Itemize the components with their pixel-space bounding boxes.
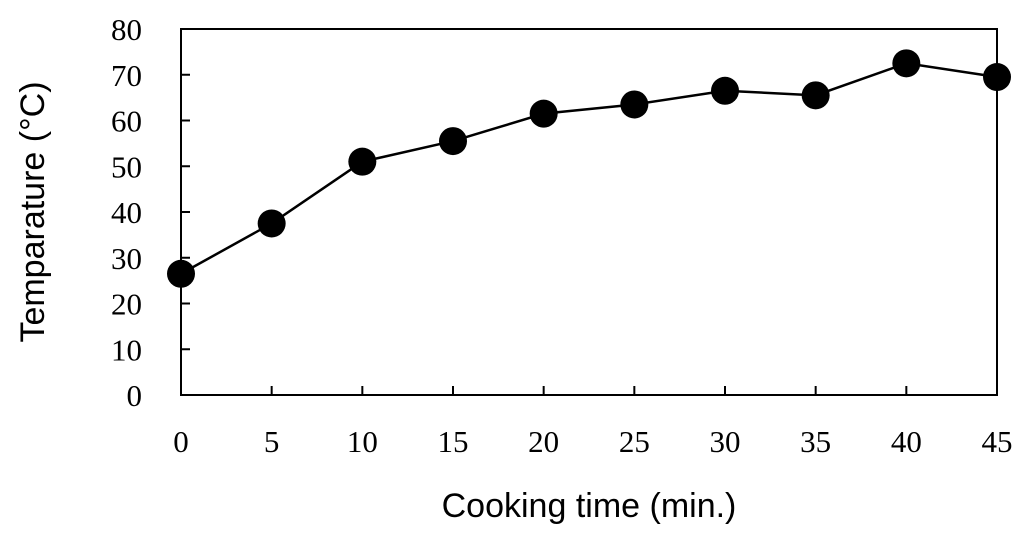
- x-tick-label: 0: [173, 424, 189, 459]
- data-point: [439, 127, 467, 156]
- y-tick-label: 50: [111, 149, 142, 184]
- y-tick-label: 80: [111, 12, 142, 47]
- x-tick-label: 5: [264, 424, 280, 459]
- series-layer: [167, 49, 1011, 288]
- x-axis-ticks: 0 5 10 15 20 25 30 35 40 45: [173, 386, 1013, 459]
- y-tick-label: 20: [111, 287, 142, 322]
- y-tick-label: 70: [111, 58, 142, 93]
- data-point: [620, 90, 649, 119]
- data-point: [801, 81, 830, 110]
- data-point: [892, 49, 921, 78]
- y-axis-ticks: 0 10 20 30 40 50 60 70 80: [111, 12, 190, 413]
- series-line: [180, 62, 998, 275]
- x-tick-label: 40: [891, 424, 922, 459]
- data-point: [257, 209, 286, 238]
- data-point: [711, 76, 739, 105]
- y-axis-title: Temparature (°C): [14, 81, 52, 342]
- data-point: [983, 63, 1011, 92]
- x-tick-label: 25: [619, 424, 650, 459]
- y-tick-label: 0: [127, 378, 143, 413]
- y-tick-label: 10: [111, 332, 142, 367]
- x-axis-title: Cooking time (min.): [442, 487, 737, 525]
- x-tick-label: 20: [528, 424, 559, 459]
- y-tick-label: 60: [111, 104, 142, 139]
- data-point: [348, 147, 377, 176]
- x-tick-label: 45: [982, 424, 1013, 459]
- plot-area-frame: [180, 28, 998, 396]
- y-tick-label: 30: [111, 241, 142, 276]
- x-tick-label: 10: [347, 424, 378, 459]
- x-tick-label: 35: [800, 424, 831, 459]
- y-tick-label: 40: [111, 195, 142, 230]
- x-tick-label: 15: [438, 424, 469, 459]
- data-point: [167, 259, 195, 288]
- data-point: [529, 99, 558, 128]
- x-tick-label: 30: [710, 424, 741, 459]
